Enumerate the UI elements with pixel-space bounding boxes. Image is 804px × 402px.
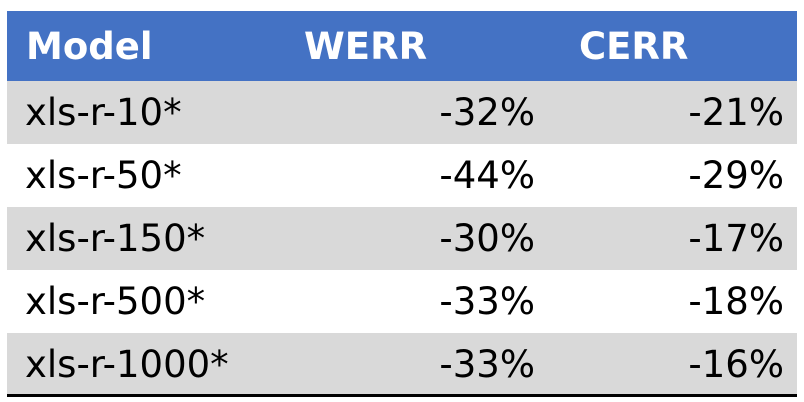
werr-cell: -33% [439, 343, 535, 386]
table-row: xls-r-1000* -33% -16% [7, 333, 797, 396]
cerr-cell: -16% [688, 343, 784, 386]
column-header-model: Model [26, 24, 153, 68]
model-cell: xls-r-50* [25, 154, 182, 197]
table-row: xls-r-10* -32% -21% [7, 81, 797, 144]
cerr-cell: -18% [688, 280, 784, 323]
table-row: xls-r-500* -33% -18% [7, 270, 797, 333]
cerr-cell: -17% [688, 217, 784, 260]
column-header-cerr: CERR [579, 24, 689, 68]
model-cell: xls-r-10* [25, 91, 182, 134]
table-row: xls-r-150* -30% -17% [7, 207, 797, 270]
model-cell: xls-r-1000* [25, 343, 229, 386]
model-cell: xls-r-150* [25, 217, 206, 260]
werr-cell: -32% [439, 91, 535, 134]
header-row: Model WERR CERR [7, 11, 797, 81]
werr-cell: -44% [439, 154, 535, 197]
cerr-cell: -29% [688, 154, 784, 197]
cerr-cell: -21% [688, 91, 784, 134]
werr-cell: -30% [439, 217, 535, 260]
column-header-werr: WERR [304, 24, 428, 68]
model-cell: xls-r-500* [25, 280, 206, 323]
table-bottom-border [7, 394, 797, 397]
table-row: xls-r-50* -44% -29% [7, 144, 797, 207]
werr-cell: -33% [439, 280, 535, 323]
results-table: Model WERR CERR xls-r-10* -32% -21% xls-… [7, 11, 797, 396]
